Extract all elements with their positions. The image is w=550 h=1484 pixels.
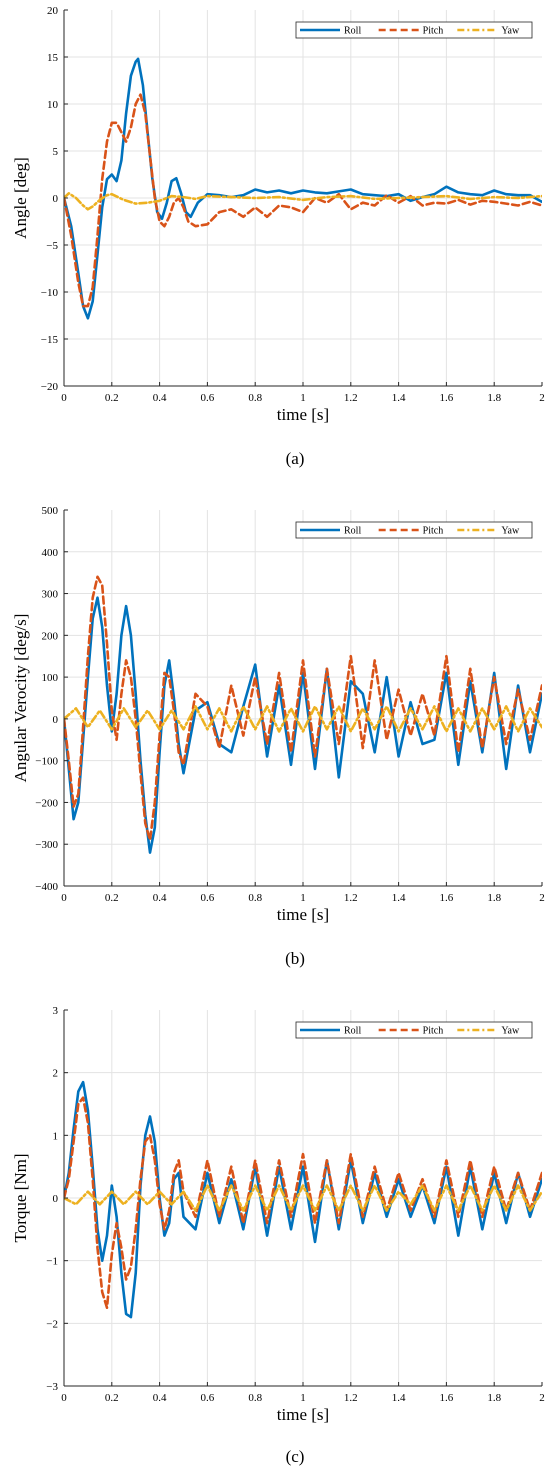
y-axis-title: Angular Verocity [deg/s] — [11, 614, 30, 783]
x-tick-label: 0.2 — [105, 392, 119, 404]
legend: Roll Pitch Yaw — [295, 21, 533, 39]
x-tick-label: 0.4 — [153, 392, 167, 404]
legend-label-pitch: Pitch — [423, 1026, 444, 1037]
x-tick-label: 1.6 — [440, 392, 454, 404]
x-tick-label: 0.8 — [248, 392, 262, 404]
y-tick-label: 0 — [53, 714, 59, 726]
x-tick-label: 1.4 — [392, 892, 406, 904]
x-tick-label: 0 — [61, 1392, 67, 1404]
x-tick-label: 0 — [61, 392, 67, 404]
x-tick-label: 0.6 — [201, 392, 215, 404]
series-line-roll — [64, 57, 542, 320]
y-tick-label: 20 — [47, 5, 59, 17]
chart-panel-2: 0 0.2 0.4 0.6 0.8 1 1.2 1.4 1.6 1.8 2 −3 −2 −1 0 1 2 3 tim… — [11, 1005, 545, 1424]
y-tick-label: −2 — [46, 1318, 58, 1330]
y-tick-label: 3 — [53, 1005, 59, 1017]
series-line-yaw — [64, 1184, 542, 1212]
x-axis-title: time [s] — [277, 905, 329, 924]
x-axis-title: time [s] — [277, 405, 329, 424]
x-tick-label: 0.2 — [105, 1392, 119, 1404]
y-tick-label: −300 — [35, 839, 58, 851]
chart-panel-0: 0 0.2 0.4 0.6 0.8 1 1.2 1.4 1.6 1.8 2 −20 −15 −10 −5 0 5… — [11, 5, 545, 424]
y-tick-label: −400 — [35, 881, 58, 893]
x-tick-label: 0.8 — [248, 892, 262, 904]
y-tick-label: −1 — [46, 1256, 58, 1268]
panel-caption: (c) — [286, 1447, 305, 1466]
x-tick-label: 1.4 — [392, 392, 406, 404]
x-tick-label: 1.2 — [344, 392, 358, 404]
series-line-pitch — [64, 93, 542, 308]
y-tick-label: −100 — [35, 756, 58, 768]
x-tick-label: 0.4 — [153, 892, 167, 904]
x-tick-label: 1.6 — [440, 892, 454, 904]
y-tick-label: 15 — [47, 52, 59, 64]
y-tick-label: −3 — [46, 1381, 58, 1393]
panel-caption: (a) — [286, 449, 305, 468]
legend-label-pitch: Pitch — [423, 526, 444, 537]
x-tick-label: 0.6 — [201, 1392, 215, 1404]
y-axis-title: Angle [deg] — [11, 157, 30, 239]
x-tick-label: 1.4 — [392, 1392, 406, 1404]
series-line-roll — [64, 1080, 542, 1319]
series-group — [64, 1080, 542, 1319]
legend: Roll Pitch Yaw — [295, 1021, 533, 1039]
x-tick-label: 1.6 — [440, 1392, 454, 1404]
x-tick-label: 0 — [61, 892, 67, 904]
x-tick-label: 1.2 — [344, 1392, 358, 1404]
x-tick-label: 2 — [539, 1392, 545, 1404]
y-tick-label: 0 — [53, 1193, 59, 1205]
x-tick-label: 1.8 — [487, 392, 501, 404]
x-tick-label: 0.8 — [248, 1392, 262, 1404]
y-tick-label: 1 — [53, 1130, 59, 1142]
series-group — [64, 575, 542, 854]
legend-label-yaw: Yaw — [501, 526, 520, 537]
x-tick-label: 0.2 — [105, 892, 119, 904]
y-tick-label: −5 — [46, 240, 58, 252]
x-tick-label: 1 — [300, 892, 306, 904]
legend-label-yaw: Yaw — [501, 1026, 520, 1037]
y-tick-label: −200 — [35, 797, 58, 809]
legend: Roll Pitch Yaw — [295, 521, 533, 539]
x-axis-title: time [s] — [277, 1405, 329, 1424]
x-tick-label: 2 — [539, 892, 545, 904]
legend-label-pitch: Pitch — [423, 26, 444, 37]
x-tick-label: 1 — [300, 392, 306, 404]
x-tick-label: 1.8 — [487, 1392, 501, 1404]
y-tick-label: −15 — [41, 334, 59, 346]
y-tick-label: −10 — [41, 287, 59, 299]
x-tick-label: 0.6 — [201, 892, 215, 904]
panel-caption: (b) — [285, 949, 305, 968]
x-tick-label: 2 — [539, 392, 545, 404]
y-tick-label: 100 — [42, 672, 59, 684]
y-tick-label: −20 — [41, 381, 59, 393]
y-tick-label: 5 — [53, 146, 59, 158]
y-tick-label: 500 — [42, 505, 59, 517]
legend-label-roll: Roll — [344, 526, 361, 537]
y-tick-label: 400 — [42, 547, 59, 559]
legend-label-roll: Roll — [344, 1026, 361, 1037]
y-tick-label: 200 — [42, 630, 59, 642]
y-tick-label: 300 — [42, 589, 59, 601]
series-line-pitch — [64, 575, 542, 842]
y-tick-label: 0 — [53, 193, 59, 205]
series-line-yaw — [64, 705, 542, 733]
series-line-pitch — [64, 1096, 542, 1309]
legend-label-roll: Roll — [344, 26, 361, 37]
x-tick-label: 1.2 — [344, 892, 358, 904]
x-tick-label: 0.4 — [153, 1392, 167, 1404]
y-tick-label: 2 — [53, 1068, 59, 1080]
series-group — [64, 57, 542, 320]
y-tick-label: 10 — [47, 99, 59, 111]
x-tick-label: 1 — [300, 1392, 306, 1404]
legend-label-yaw: Yaw — [501, 26, 520, 37]
chart-panel-1: 0 0.2 0.4 0.6 0.8 1 1.2 1.4 1.6 1.8 2 −400 −300 −200 −… — [11, 505, 545, 924]
y-axis-title: Torque [Nm] — [11, 1154, 30, 1243]
x-tick-label: 1.8 — [487, 892, 501, 904]
series-line-yaw — [64, 192, 542, 211]
